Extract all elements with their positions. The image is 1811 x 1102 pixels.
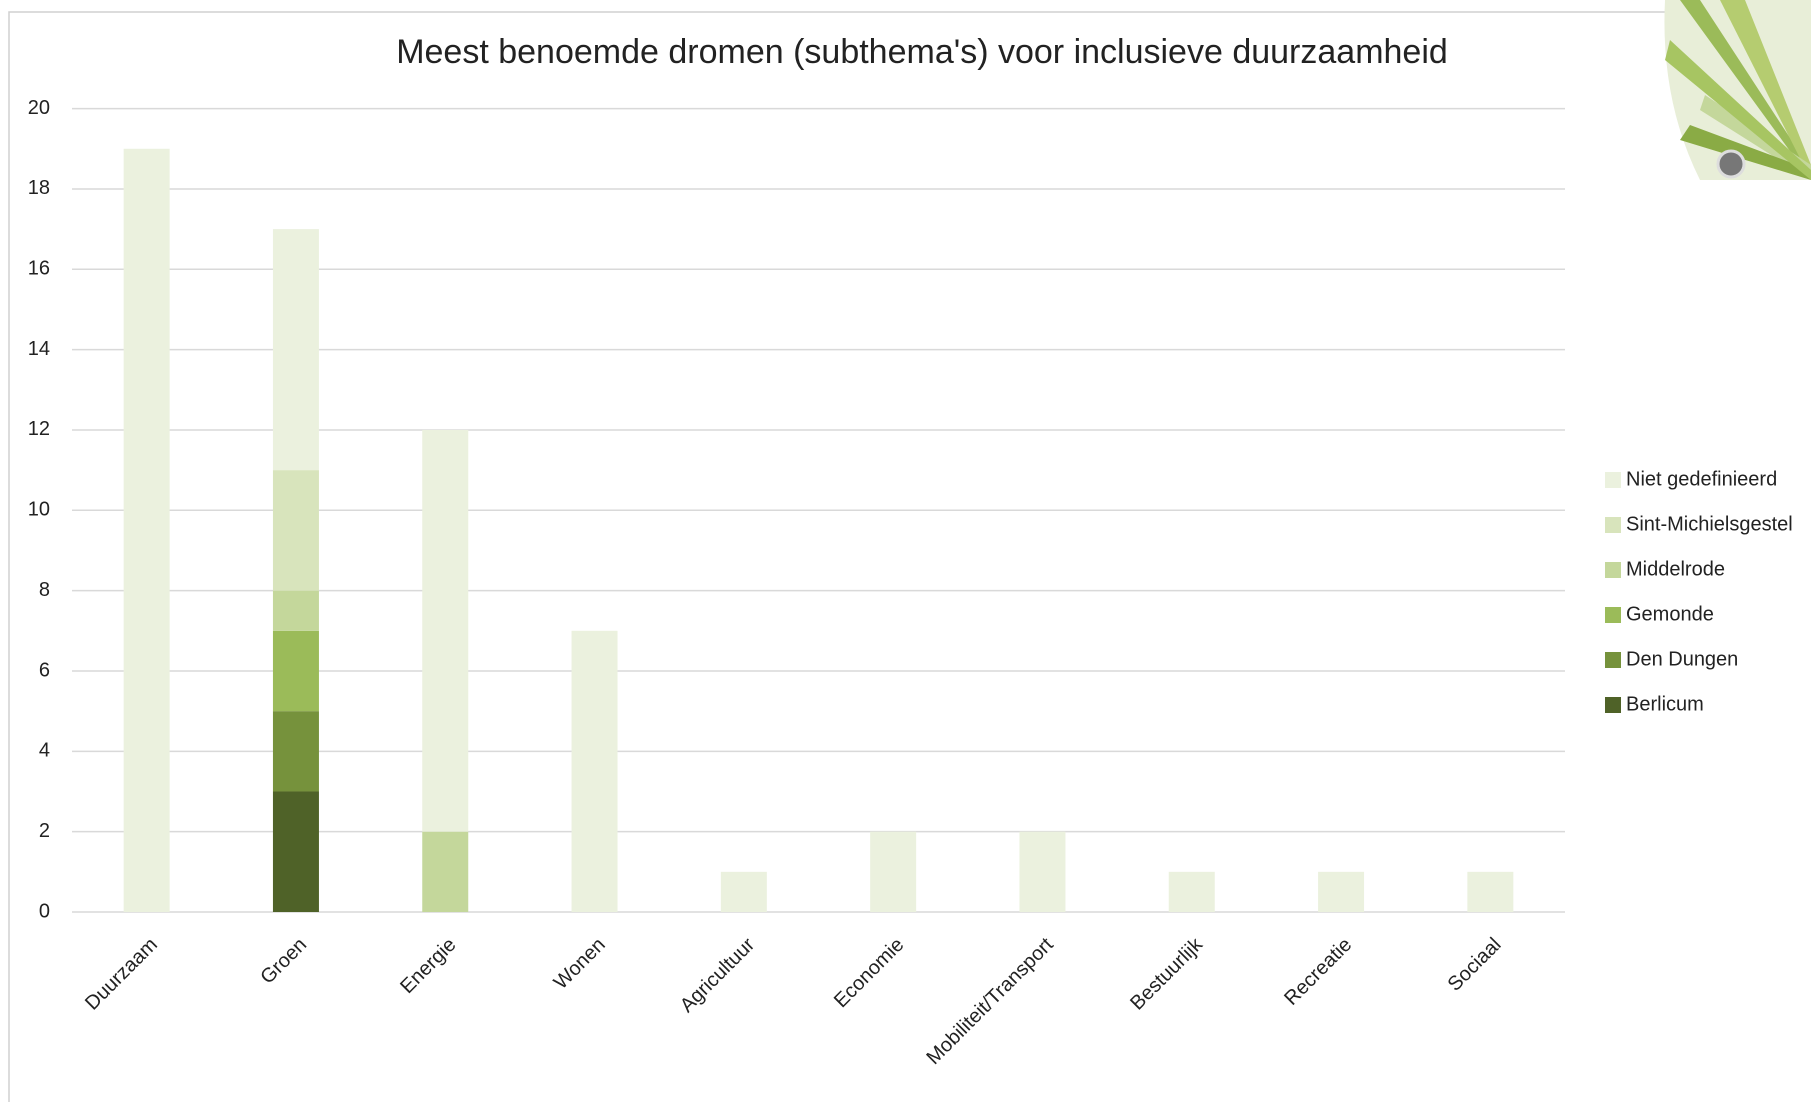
x-tick-label: Bestuurlijk [1126, 933, 1207, 1014]
bar-segment [1169, 872, 1215, 912]
legend-swatch [1605, 697, 1621, 713]
x-tick-label: Economie [830, 934, 908, 1012]
x-tick-label: Mobiliteit/Transport [922, 933, 1058, 1069]
bar-segment [273, 229, 319, 470]
bar-segment [124, 149, 170, 912]
legend-label: Gemonde [1626, 603, 1714, 625]
x-tick-label: Groen [256, 934, 311, 989]
bar-segment [273, 791, 319, 912]
legend-swatch [1605, 652, 1621, 668]
legend-swatch [1605, 562, 1621, 578]
legend-swatch [1605, 472, 1621, 488]
bar-segment [422, 430, 468, 832]
bar-segment [273, 631, 319, 711]
legend-swatch [1605, 607, 1621, 623]
y-tick-label: 20 [28, 97, 50, 119]
chart-title: Meest benoemde dromen (subthema's) voor … [396, 33, 1448, 71]
y-tick-label: 2 [39, 820, 50, 842]
y-tick-label: 10 [28, 499, 50, 521]
legend-label: Den Dungen [1626, 648, 1738, 670]
bar-segment [422, 832, 468, 912]
bar-segment [1019, 832, 1065, 912]
bar-segment [273, 711, 319, 791]
y-tick-label: 12 [28, 418, 50, 440]
bar-segment [721, 872, 767, 912]
legend-label: Niet gedefinieerd [1626, 468, 1777, 490]
legend-swatch [1605, 517, 1621, 533]
y-tick-label: 6 [39, 659, 50, 681]
legend-label: Berlicum [1626, 693, 1704, 715]
bar-segment [273, 591, 319, 631]
y-tick-label: 18 [28, 177, 50, 199]
bar-segment [273, 470, 319, 591]
bar-segment [870, 832, 916, 912]
bar-segment [1318, 872, 1364, 912]
x-tick-label: Sociaal [1444, 934, 1506, 996]
logo-wheel [1664, 0, 1811, 180]
y-tick-label: 14 [28, 338, 50, 360]
legend-label: Sint-Michielsgestel [1626, 513, 1793, 535]
x-tick-label: Recreatie [1280, 934, 1356, 1010]
legend-label: Middelrode [1626, 558, 1725, 580]
bar-segment [572, 631, 618, 912]
x-tick-label: Agricultuur [676, 933, 759, 1016]
y-tick-label: 8 [39, 579, 50, 601]
y-tick-label: 0 [39, 900, 50, 922]
y-tick-label: 4 [39, 740, 50, 762]
bar-segment [1467, 872, 1513, 912]
x-tick-label: Duurzaam [81, 934, 162, 1015]
x-tick-label: Energie [396, 934, 460, 998]
y-tick-label: 16 [28, 258, 50, 280]
x-tick-label: Wonen [550, 934, 610, 994]
chart: Meest benoemde dromen (subthema's) voor … [0, 0, 1811, 1102]
